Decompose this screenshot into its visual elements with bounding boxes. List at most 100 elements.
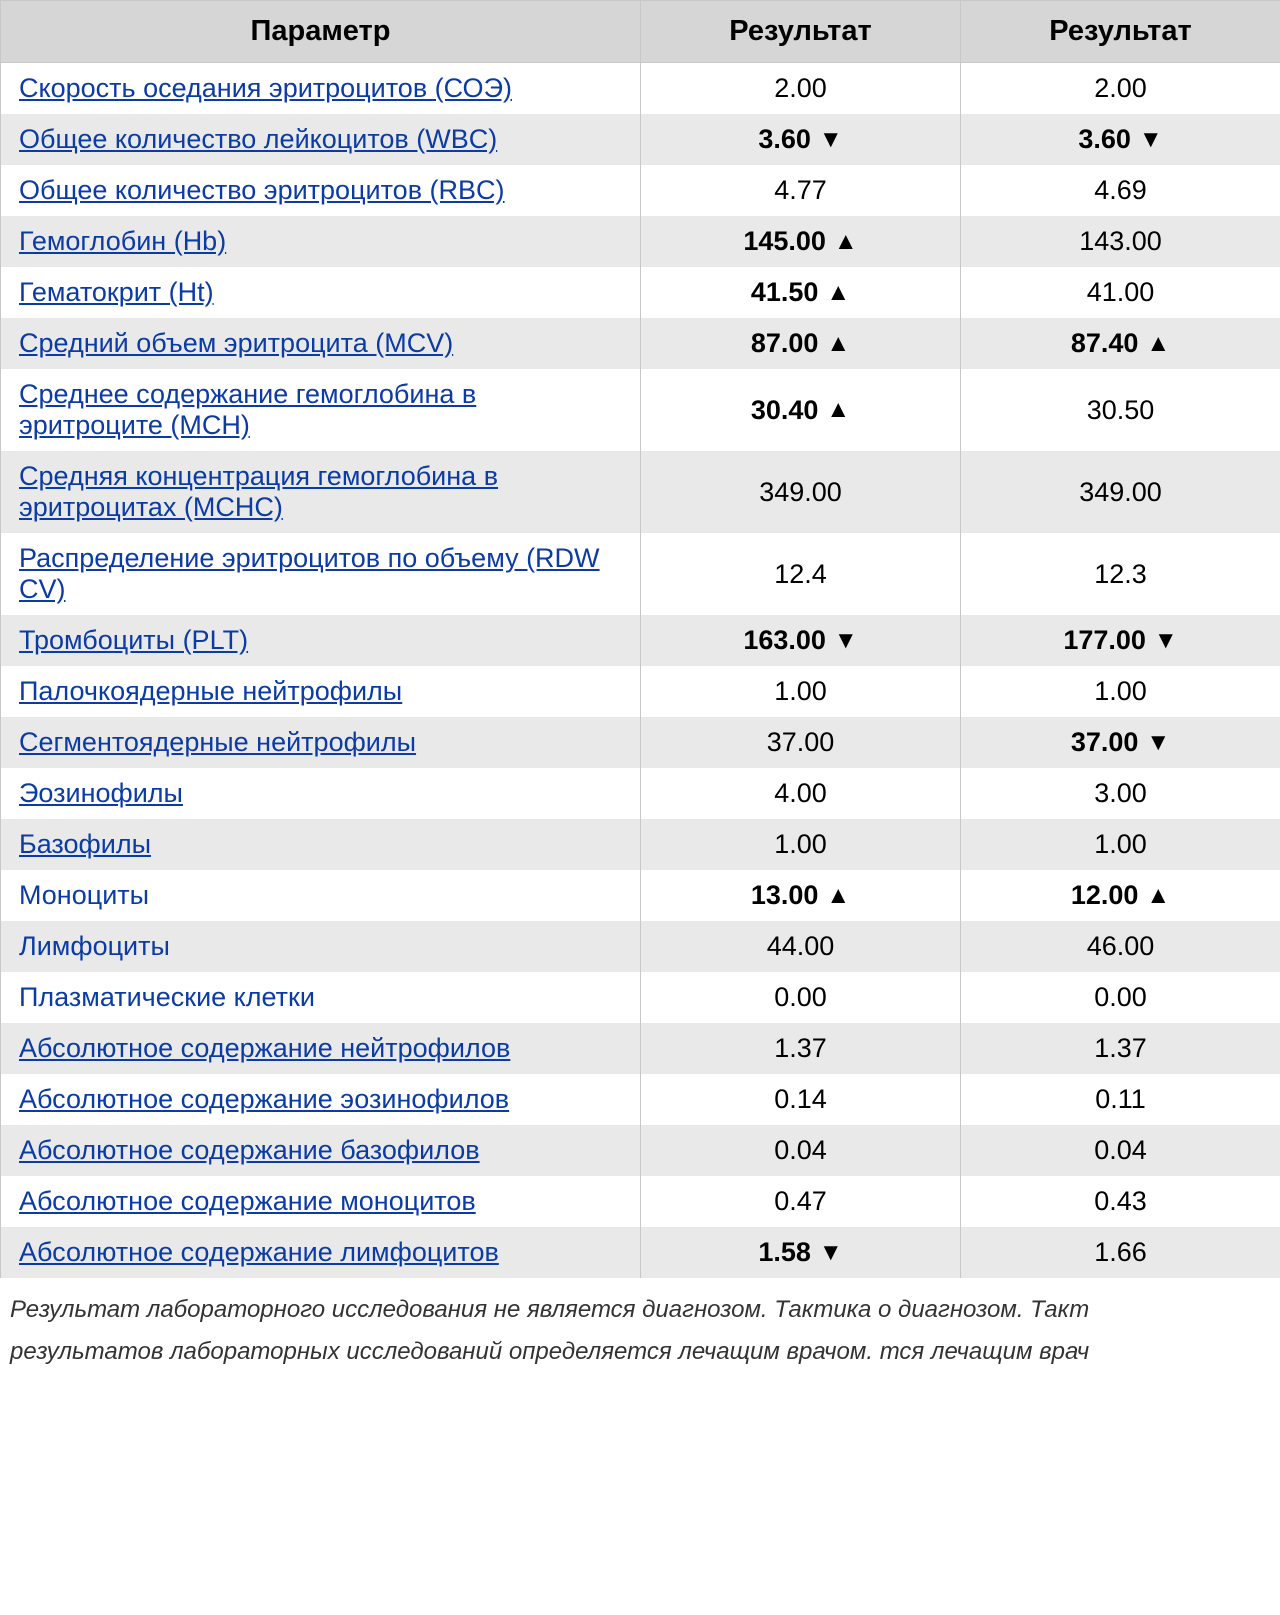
arrow-up-icon: ▲	[826, 398, 850, 422]
result-cell: 87.40▲	[961, 318, 1280, 369]
table-row: Палочкоядерные нейтрофилы 1.00 1.00	[1, 666, 1280, 717]
param-cell: Общее количество эритроцитов (RBC)	[1, 165, 641, 216]
param-text: Плазматические клетки	[19, 982, 315, 1012]
result-cell: 30.50	[961, 369, 1280, 451]
result-cell: 2.00	[961, 63, 1280, 115]
param-link[interactable]: Тромбоциты (PLT)	[19, 625, 248, 655]
param-link[interactable]: Общее количество эритроцитов (RBC)	[19, 175, 505, 205]
value-text: 2.00	[774, 73, 827, 104]
param-cell: Сегментоядерные нейтрофилы	[1, 717, 641, 768]
value-text: 163.00	[743, 625, 826, 656]
result-value: 163.00▼	[743, 625, 857, 656]
param-link[interactable]: Среднее содержание гемоглобина в эритроц…	[19, 379, 476, 440]
param-link[interactable]: Абсолютное содержание лимфоцитов	[19, 1237, 499, 1267]
value-text: 1.37	[774, 1033, 827, 1064]
value-text: 1.66	[1094, 1237, 1147, 1268]
value-text: 1.00	[774, 676, 827, 707]
footnote-line-1: Результат лабораторного исследования не …	[0, 1278, 1280, 1334]
result-value: 0.00	[1094, 982, 1147, 1013]
param-link[interactable]: Абсолютное содержание моноцитов	[19, 1186, 476, 1216]
param-cell: Распределение эритроцитов по объему (RDW…	[1, 533, 641, 615]
param-link[interactable]: Базофилы	[19, 829, 151, 859]
param-link[interactable]: Абсолютное содержание базофилов	[19, 1135, 480, 1165]
param-cell: Тромбоциты (PLT)	[1, 615, 641, 666]
result-value: 1.37	[1094, 1033, 1147, 1064]
result-cell: 0.00	[961, 972, 1280, 1023]
param-link[interactable]: Скорость оседания эритроцитов (СОЭ)	[19, 73, 512, 103]
value-text: 145.00	[743, 226, 826, 257]
value-text: 2.00	[1094, 73, 1147, 104]
table-row: Абсолютное содержание базофилов0.040.04	[1, 1125, 1280, 1176]
table-header-row: Параметр Результат Результат	[1, 1, 1280, 63]
param-cell: Абсолютное содержание нейтрофилов	[1, 1023, 641, 1074]
col-header-result-1: Результат	[641, 1, 961, 63]
param-link[interactable]: Гемоглобин (Hb)	[19, 226, 226, 256]
table-row: Общее количество лейкоцитов (WBC) 3.60 ▼ 3.…	[1, 114, 1280, 165]
result-value: 0.04	[1094, 1135, 1147, 1166]
param-link[interactable]: Средняя концентрация гемоглобина в эритр…	[19, 461, 498, 522]
result-cell: 4.00	[641, 768, 961, 819]
result-value: 1.58▼	[758, 1237, 842, 1268]
result-value: 87.00▲	[751, 328, 850, 359]
result-cell: 13.00▲	[641, 870, 961, 921]
value-text: 3.00	[1094, 778, 1147, 809]
result-cell: 349.00	[641, 451, 961, 533]
result-value: 1.00	[774, 829, 827, 860]
lab-results-panel: Параметр Результат Результат Скорость ос…	[0, 0, 1280, 1376]
result-cell: 4.77	[641, 165, 961, 216]
arrow-down-icon: ▼	[819, 128, 843, 152]
col-header-param: Параметр	[1, 1, 641, 63]
value-text: 12.4	[774, 559, 827, 590]
result-cell: 0.11	[961, 1074, 1280, 1125]
result-cell: 12.3	[961, 533, 1280, 615]
value-text: 3.60	[758, 124, 811, 155]
param-cell: Средний объем эритроцита (MCV)	[1, 318, 641, 369]
result-value: 37.00	[767, 727, 835, 758]
result-cell: 4.69	[961, 165, 1280, 216]
result-value: 349.00	[759, 477, 842, 508]
value-text: 0.43	[1094, 1186, 1147, 1217]
value-text: 3.60	[1078, 124, 1131, 155]
param-link[interactable]: Общее количество лейкоцитов (WBC)	[19, 124, 497, 154]
result-value: 41.00	[1087, 277, 1155, 308]
param-link[interactable]: Гематокрит (Ht)	[19, 277, 214, 307]
param-link[interactable]: Абсолютное содержание эозинофилов	[19, 1084, 509, 1114]
result-value: 12.4	[774, 559, 827, 590]
value-text: 1.37	[1094, 1033, 1147, 1064]
result-value: 87.40▲	[1071, 328, 1170, 359]
value-text: 0.04	[1094, 1135, 1147, 1166]
param-text: Лимфоциты	[19, 931, 170, 961]
param-link[interactable]: Палочкоядерные нейтрофилы	[19, 676, 402, 706]
param-link[interactable]: Средний объем эритроцита (MCV)	[19, 328, 453, 358]
result-value: 0.14	[774, 1084, 827, 1115]
result-cell: 3.00	[961, 768, 1280, 819]
lab-results-table: Параметр Результат Результат Скорость ос…	[0, 0, 1280, 1278]
table-row: Средняя концентрация гемоглобина в эритр…	[1, 451, 1280, 533]
param-cell: Абсолютное содержание моноцитов	[1, 1176, 641, 1227]
table-row: Скорость оседания эритроцитов (СОЭ) 2.00 2…	[1, 63, 1280, 115]
param-link[interactable]: Сегментоядерные нейтрофилы	[19, 727, 416, 757]
value-text: 0.00	[1094, 982, 1147, 1013]
param-link[interactable]: Абсолютное содержание нейтрофилов	[19, 1033, 510, 1063]
param-text: Моноциты	[19, 880, 149, 910]
arrow-up-icon: ▲	[1146, 332, 1170, 356]
arrow-down-icon: ▼	[819, 1241, 843, 1265]
param-cell: Среднее содержание гемоглобина в эритроц…	[1, 369, 641, 451]
result-cell: 0.14	[641, 1074, 961, 1125]
param-link[interactable]: Эозинофилы	[19, 778, 183, 808]
param-cell: Гематокрит (Ht)	[1, 267, 641, 318]
arrow-down-icon: ▼	[1146, 731, 1170, 755]
table-row: Гемоглобин (Hb)145.00▲143.00	[1, 216, 1280, 267]
value-text: 1.00	[1094, 676, 1147, 707]
result-value: 3.60▼	[1078, 124, 1162, 155]
footnote-line-2: результатов лабораторных исследований оп…	[0, 1334, 1280, 1376]
result-cell: 3.60 ▼	[641, 114, 961, 165]
value-text: 4.00	[774, 778, 827, 809]
param-link[interactable]: Распределение эритроцитов по объему (RDW…	[19, 543, 600, 604]
result-cell: 37.00▼	[961, 717, 1280, 768]
result-cell: 87.00▲	[641, 318, 961, 369]
table-row: Средний объем эритроцита (MCV) 87.00▲ 87.4…	[1, 318, 1280, 369]
result-value: 0.47	[774, 1186, 827, 1217]
arrow-up-icon: ▲	[834, 230, 858, 254]
result-value: 0.11	[1095, 1084, 1146, 1115]
